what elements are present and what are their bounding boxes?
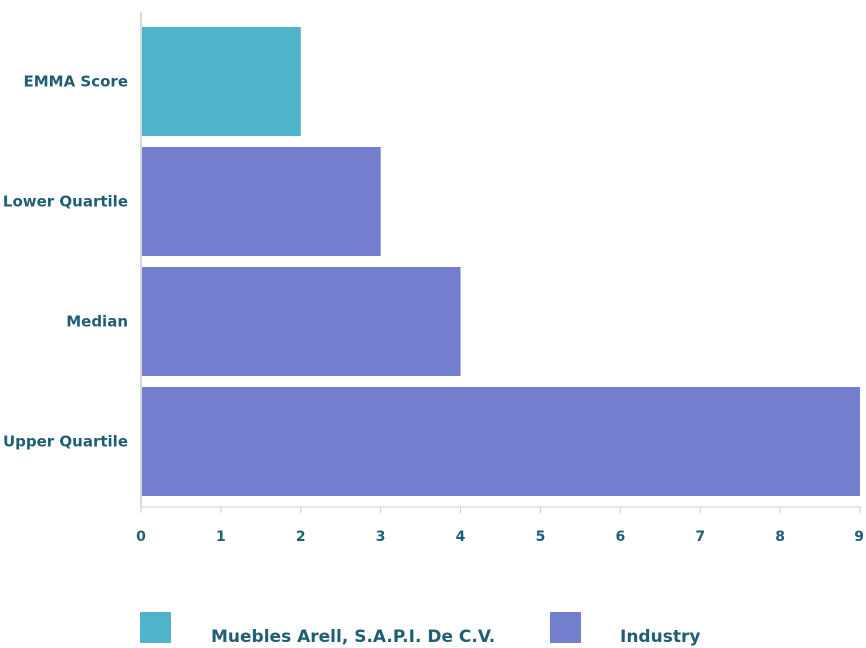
legend-label-company: Muebles Arell, S.A.P.I. De C.V. — [211, 627, 495, 647]
x-tick-label: 4 — [456, 529, 466, 545]
x-tick-label: 7 — [695, 529, 705, 545]
legend: Muebles Arell, S.A.P.I. De C.V. Industry — [140, 612, 700, 647]
legend-label-industry: Industry — [620, 627, 700, 647]
bar-median — [142, 267, 461, 376]
category-label: Median — [66, 313, 128, 331]
bar-upper-quartile — [142, 387, 860, 496]
x-tick-label: 5 — [536, 529, 546, 545]
category-label: Upper Quartile — [3, 433, 128, 451]
x-tick-label: 3 — [376, 529, 386, 545]
x-axis-ticks: 0 1 2 3 4 5 6 7 8 9 — [136, 507, 864, 545]
legend-swatch-industry — [550, 612, 581, 643]
x-tick-label: 6 — [615, 529, 625, 545]
category-labels: EMMA Score Lower Quartile Median Upper Quar… — [3, 73, 128, 451]
x-tick-label: 9 — [854, 529, 864, 545]
bar-lower-quartile — [142, 147, 381, 256]
x-tick-label: 8 — [775, 529, 785, 545]
category-label: EMMA Score — [23, 73, 128, 91]
bars-group — [142, 27, 860, 496]
x-tick-label: 2 — [296, 529, 306, 545]
x-tick-label: 1 — [216, 529, 226, 545]
x-tick-label: 0 — [136, 529, 146, 545]
category-label: Lower Quartile — [3, 193, 128, 211]
bar-emma-score — [142, 27, 301, 136]
legend-swatch-company — [140, 612, 171, 643]
